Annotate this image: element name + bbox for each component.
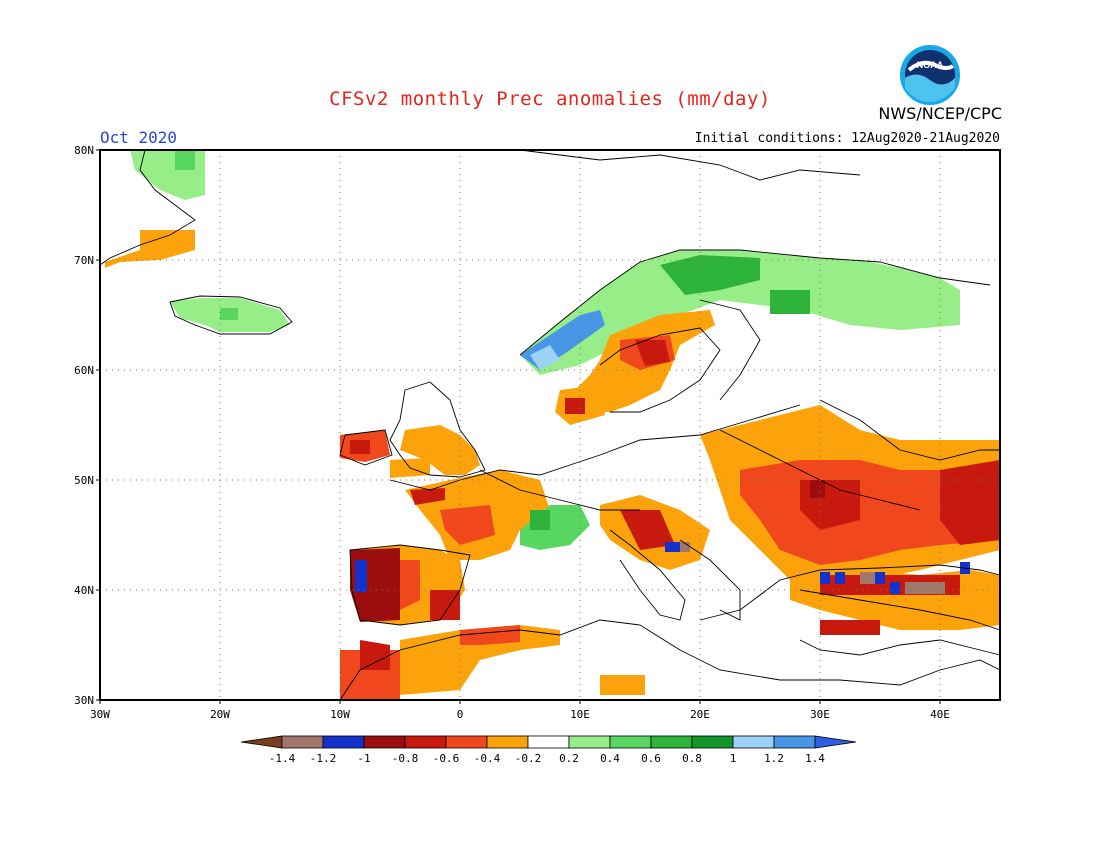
forecast-month: Oct 2020 <box>100 128 178 147</box>
lon-tick-label: 30E <box>810 708 830 721</box>
legend-label: -1.2 <box>310 752 337 765</box>
legend-label: 1 <box>730 752 737 765</box>
noaa-logo-text: NOAA <box>917 60 944 70</box>
legend-color-box <box>527 735 570 749</box>
legend-label: 1.2 <box>764 752 784 765</box>
lat-tick-label: 70N <box>74 254 94 267</box>
legend-color-box <box>486 735 529 749</box>
lat-tick-label: 60N <box>74 364 94 377</box>
map-title: CFSv2 monthly Prec anomalies (mm/day) <box>329 88 771 110</box>
noaa-logo: NOAA <box>898 43 962 107</box>
legend-label: 0.2 <box>559 752 579 765</box>
legend-color-box <box>363 735 406 749</box>
legend-label: 0.8 <box>682 752 702 765</box>
legend-color-box <box>609 735 652 749</box>
legend-color-box <box>404 735 447 749</box>
legend-label: 0.4 <box>600 752 620 765</box>
organization-label: NWS/NCEP/CPC <box>878 104 1002 123</box>
legend-arrow-low <box>240 735 283 749</box>
lon-tick-label: 20W <box>210 708 230 721</box>
lon-tick-label: 20E <box>690 708 710 721</box>
grid-lines <box>100 150 1000 700</box>
initial-conditions: Initial conditions: 12Aug2020-21Aug2020 <box>694 131 1000 146</box>
lat-tick-label: 30N <box>74 694 94 707</box>
legend-color-box <box>650 735 693 749</box>
lon-tick-label: 30W <box>90 708 110 721</box>
color-legend: -1.4 -1.2 -1 -0.8 -0.6 -0.4 -0.2 0.2 0.4 0.6 0.8 1 1… <box>240 735 857 765</box>
legend-label: -0.4 <box>474 752 501 765</box>
legend-label: 0.6 <box>641 752 661 765</box>
lon-tick-label: 40E <box>930 708 950 721</box>
lon-tick-label: 10W <box>330 708 350 721</box>
anomaly-shading <box>105 150 1000 700</box>
lat-tick-label: 40N <box>74 584 94 597</box>
legend-label: -0.8 <box>392 752 419 765</box>
legend-color-box <box>691 735 734 749</box>
legend-label: -0.6 <box>433 752 460 765</box>
lat-tick-label: 80N <box>74 144 94 157</box>
lon-tick-label: 10E <box>570 708 590 721</box>
legend-color-box <box>281 735 324 749</box>
legend-color-box <box>445 735 488 749</box>
legend-color-box <box>732 735 775 749</box>
legend-arrow-high <box>814 735 857 749</box>
legend-color-box <box>773 735 816 749</box>
legend-label: -1.4 <box>269 752 296 765</box>
lon-tick-label: 0 <box>457 708 464 721</box>
legend-color-box <box>568 735 611 749</box>
legend-label: -0.2 <box>515 752 542 765</box>
legend-label: -1 <box>357 752 370 765</box>
legend-label: 1.4 <box>805 752 825 765</box>
legend-color-box <box>322 735 365 749</box>
map-frame <box>99 149 1001 701</box>
lat-tick-label: 50N <box>74 474 94 487</box>
